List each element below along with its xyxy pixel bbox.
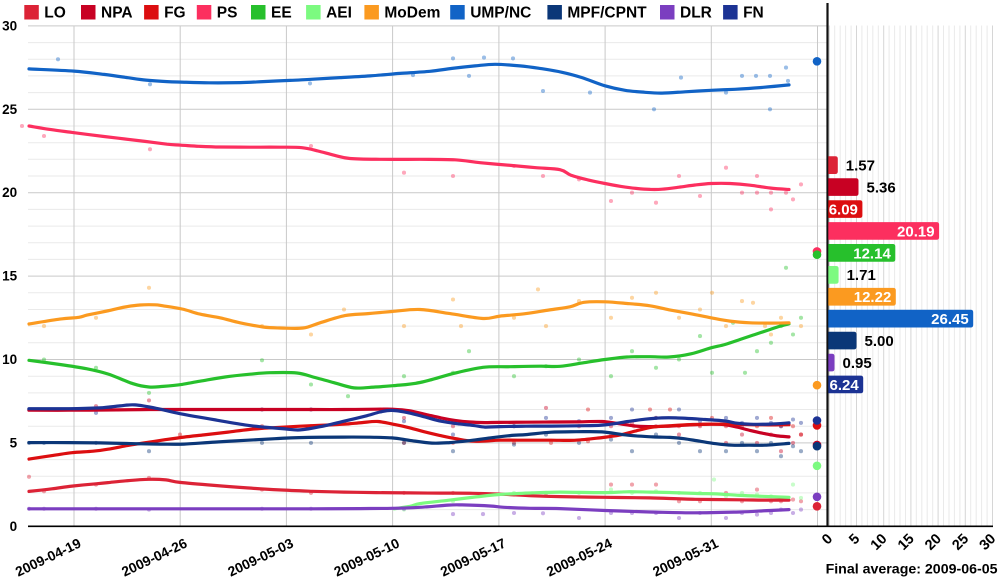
svg-text:Final average: 2009-06-05: Final average: 2009-06-05 xyxy=(826,562,998,578)
svg-text:0: 0 xyxy=(10,519,18,534)
svg-text:5.00: 5.00 xyxy=(865,333,894,350)
svg-text:FN: FN xyxy=(743,5,764,22)
svg-text:6.09: 6.09 xyxy=(829,201,858,218)
svg-text:NPA: NPA xyxy=(101,5,133,22)
svg-text:EE: EE xyxy=(271,5,292,22)
svg-text:PS: PS xyxy=(217,5,238,22)
svg-text:20.19: 20.19 xyxy=(897,223,935,240)
svg-text:25: 25 xyxy=(2,102,18,117)
svg-text:20: 20 xyxy=(2,185,17,200)
svg-text:MoDem: MoDem xyxy=(384,5,440,22)
svg-text:UMP/NC: UMP/NC xyxy=(470,5,531,22)
svg-text:15: 15 xyxy=(2,269,18,284)
svg-text:1.57: 1.57 xyxy=(846,158,875,175)
svg-text:26.45: 26.45 xyxy=(931,311,969,328)
svg-text:12.22: 12.22 xyxy=(854,289,892,306)
svg-text:5: 5 xyxy=(10,435,18,450)
svg-text:DLR: DLR xyxy=(680,5,712,22)
svg-text:5.36: 5.36 xyxy=(867,180,896,197)
svg-text:FG: FG xyxy=(164,5,186,22)
svg-text:AEI: AEI xyxy=(326,5,352,22)
svg-text:6.24: 6.24 xyxy=(829,377,859,394)
svg-text:LO: LO xyxy=(44,5,66,22)
svg-text:10: 10 xyxy=(2,352,17,367)
svg-text:1.71: 1.71 xyxy=(847,267,876,284)
svg-text:MPF/CPNT: MPF/CPNT xyxy=(567,5,647,22)
svg-text:12.14: 12.14 xyxy=(853,245,891,262)
svg-text:0.95: 0.95 xyxy=(843,355,872,372)
svg-text:30: 30 xyxy=(2,18,17,33)
